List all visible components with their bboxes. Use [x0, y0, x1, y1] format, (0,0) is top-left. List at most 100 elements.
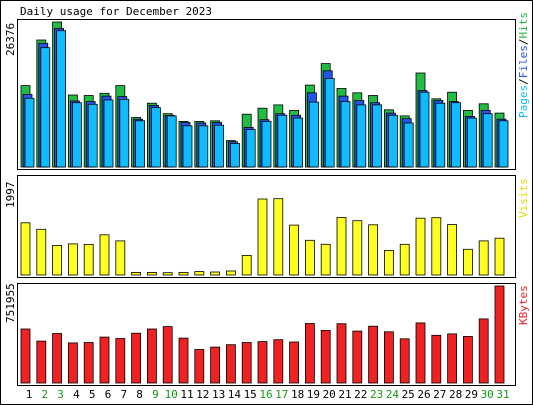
- kbytes-bar-day-15: [241, 342, 252, 384]
- day-label: 6: [105, 388, 112, 401]
- pages-bar-day-25: [403, 122, 414, 168]
- kbytes-bar-day-1: [20, 328, 31, 384]
- day-label: 1: [26, 388, 33, 401]
- pages-bar-day-13: [214, 124, 225, 168]
- kbytes-bar-day-4: [68, 342, 78, 384]
- day-label: 30: [481, 388, 494, 401]
- pages-bar-day-4: [72, 102, 82, 168]
- pages-bar-day-30: [482, 113, 493, 168]
- visits-bar-day-9: [146, 271, 157, 276]
- day-label: 23: [370, 388, 383, 401]
- kbytes-bar-day-7: [115, 338, 126, 384]
- kbytes-bar-day-8: [131, 332, 142, 384]
- day-label: 17: [275, 388, 288, 401]
- visits-bar-day-15: [241, 254, 252, 276]
- pages-bar-day-29: [466, 117, 477, 168]
- kbytes-bar-day-20: [320, 329, 331, 384]
- day-label: 29: [465, 388, 478, 401]
- day-labels: 1 2 3 4 5 6 7 8 9 10 11 12 13 14 15 16 17 18 19 20 21 22 23 24 2…: [26, 388, 510, 401]
- day-label: 14: [228, 388, 242, 401]
- day-label: 4: [73, 388, 80, 401]
- day-label: 10: [165, 388, 178, 401]
- kbytes-bar-day-5: [83, 342, 94, 384]
- pages-bar-day-15: [245, 129, 256, 168]
- kbytes-bar-day-12: [194, 349, 205, 384]
- visits-bar-day-7: [115, 240, 126, 276]
- day-label: 24: [386, 388, 400, 401]
- visits-bar-day-31: [494, 237, 505, 276]
- visits-bar-day-17: [273, 198, 284, 276]
- kbytes-bar-day-19: [304, 323, 315, 384]
- day-label: 20: [323, 388, 336, 401]
- day-label: 18: [291, 388, 304, 401]
- visits-bar-day-5: [83, 243, 94, 276]
- kbytes-bar-day-22: [352, 330, 363, 384]
- kbytes-bar-day-30: [478, 318, 489, 384]
- hits-panel-legend: Pages/Files/Hits: [517, 12, 530, 118]
- day-label: 31: [496, 388, 509, 401]
- pages-bar-day-19: [308, 101, 319, 168]
- visits-panel-max-label: 1997: [4, 182, 17, 209]
- visits-bar-day-22: [352, 220, 363, 276]
- pages-bar-day-28: [451, 102, 462, 168]
- visits-bar-day-10: [162, 272, 173, 276]
- pages-bar-day-17: [277, 114, 288, 168]
- day-label: 8: [136, 388, 143, 401]
- day-label: 26: [417, 388, 430, 401]
- kbytes-bar-day-21: [336, 323, 347, 384]
- day-label: 21: [338, 388, 351, 401]
- day-label: 15: [244, 388, 257, 401]
- pages-bar-day-7: [119, 99, 130, 168]
- legend-pages: Pages: [517, 85, 530, 118]
- visits-bar-day-4: [68, 243, 78, 276]
- visits-bar-day-2: [36, 228, 47, 276]
- hits-files-pages-bars: [20, 21, 509, 168]
- kbytes-bar-day-28: [447, 333, 458, 384]
- kbytes-bar-day-24: [383, 331, 394, 384]
- pages-bar-day-10: [166, 115, 177, 168]
- visits-bar-day-13: [210, 271, 221, 276]
- kbytes-bars: [20, 285, 505, 384]
- pages-bar-day-27: [435, 102, 446, 168]
- day-label: 3: [57, 388, 64, 401]
- pages-bar-day-18: [293, 117, 304, 168]
- pages-bar-day-12: [198, 125, 209, 168]
- legend-separator-1: /: [517, 78, 530, 85]
- pages-bar-day-31: [498, 120, 509, 168]
- visits-bar-day-27: [431, 217, 442, 276]
- visits-bar-day-8: [131, 271, 142, 276]
- visits-bar-day-26: [415, 217, 426, 276]
- visits-bar-day-3: [52, 244, 62, 276]
- day-label: 2: [41, 388, 48, 401]
- visits-bar-day-30: [478, 240, 489, 276]
- kbytes-panel-legend: KBytes: [517, 285, 530, 325]
- kbytes-bar-day-3: [52, 333, 62, 384]
- visits-bars: [20, 198, 505, 276]
- visits-bar-day-20: [320, 243, 331, 276]
- pages-bar-day-3: [56, 30, 66, 168]
- day-label: 22: [354, 388, 367, 401]
- kbytes-bar-day-13: [210, 346, 221, 384]
- visits-bar-day-12: [194, 271, 205, 276]
- visits-bar-day-24: [383, 249, 394, 276]
- kbytes-panel-max-label: 751955: [4, 283, 17, 323]
- kbytes-bar-day-16: [257, 341, 268, 384]
- day-label: 5: [89, 388, 96, 401]
- kbytes-bar-day-27: [431, 334, 442, 384]
- legend-separator-2: /: [517, 39, 530, 46]
- pages-bar-day-26: [419, 91, 430, 168]
- visits-bar-day-23: [368, 224, 379, 276]
- visits-bar-day-21: [336, 217, 347, 276]
- visits-bar-day-1: [20, 222, 31, 276]
- pages-bar-day-22: [356, 104, 367, 168]
- day-label: 13: [212, 388, 225, 401]
- kbytes-bar-day-26: [415, 322, 426, 384]
- pages-bar-day-16: [261, 121, 272, 168]
- day-label: 25: [402, 388, 415, 401]
- pages-bar-day-8: [135, 120, 146, 168]
- kbytes-bar-day-2: [36, 340, 47, 384]
- kbytes-bar-day-6: [99, 336, 110, 384]
- kbytes-bar-day-10: [162, 326, 173, 384]
- kbytes-bar-day-9: [146, 328, 157, 384]
